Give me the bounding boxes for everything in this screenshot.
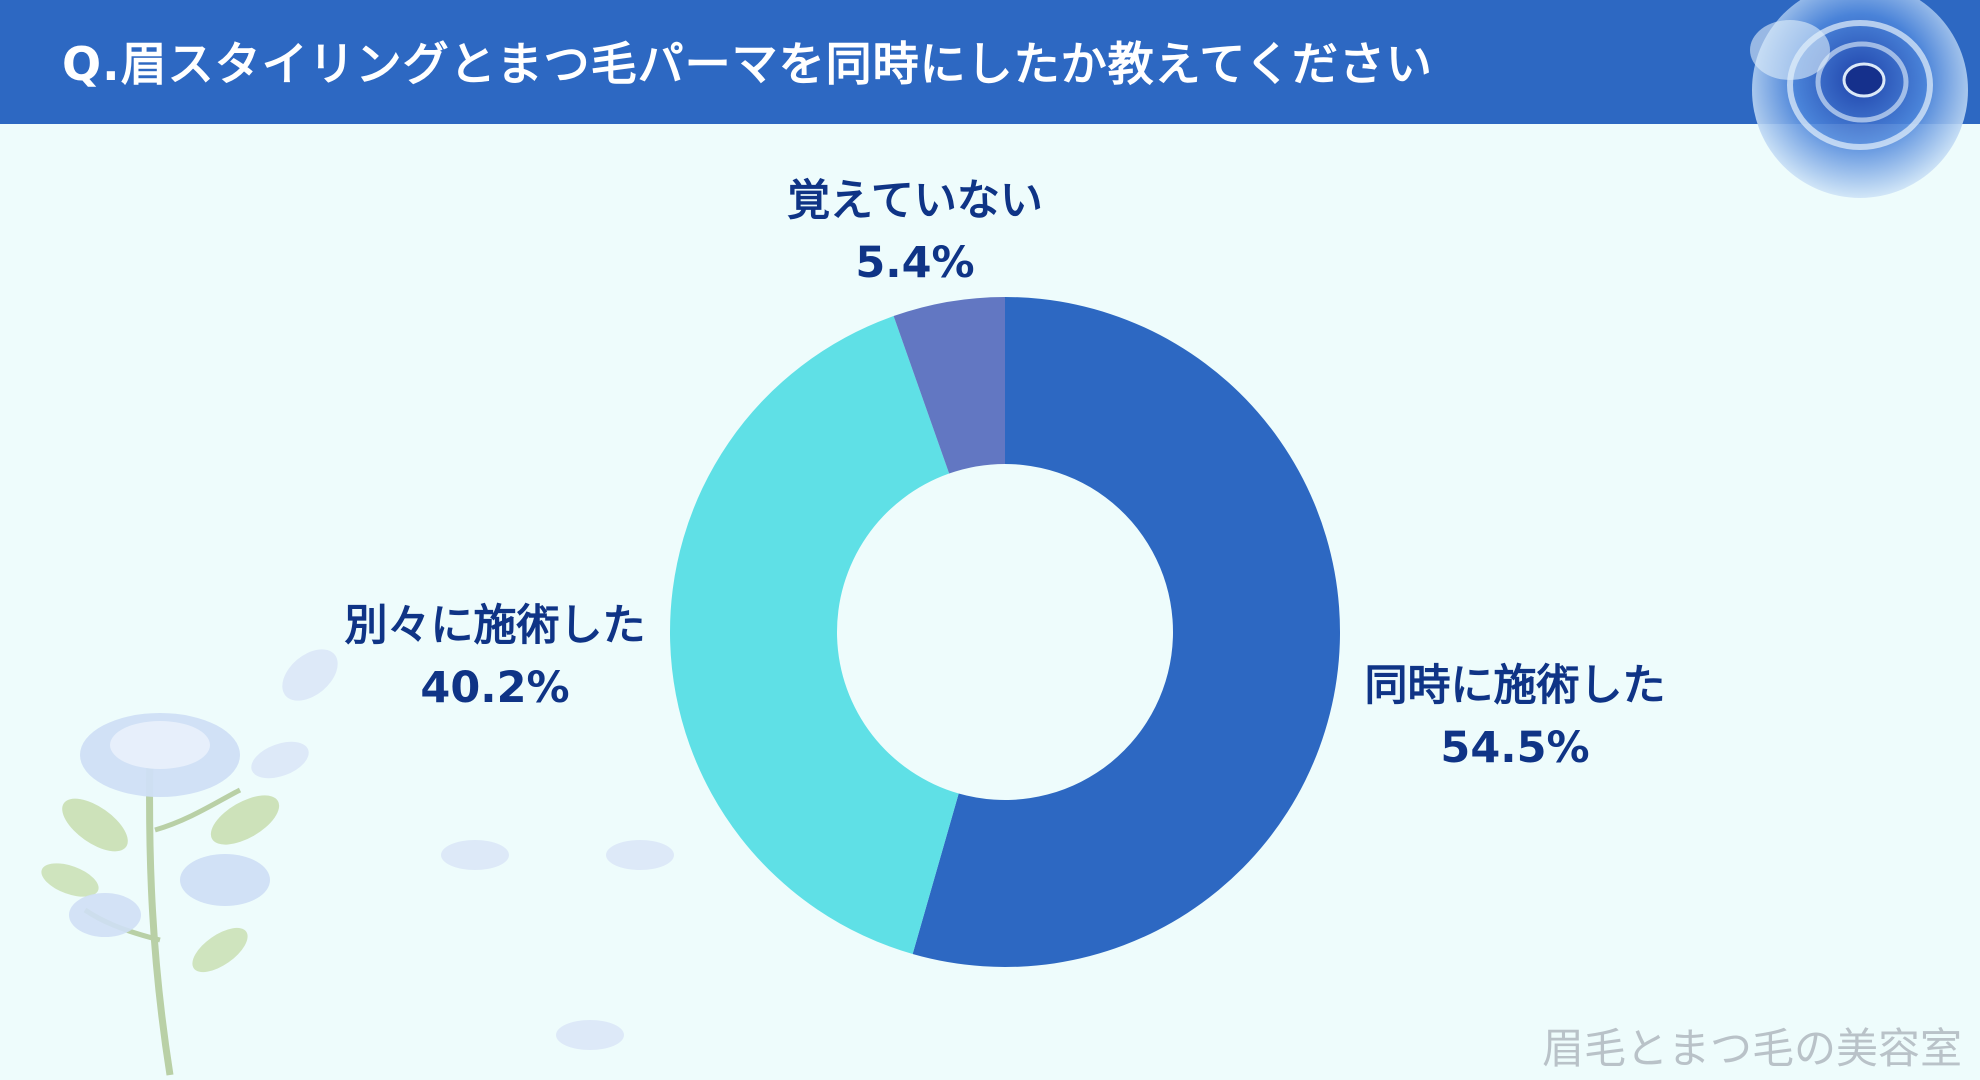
slice-category-label: 覚えていない	[787, 176, 1043, 226]
watermark: 眉毛とまつ毛の美容室	[1541, 1024, 1962, 1073]
header-bar: Q.眉スタイリングとまつ毛パーマを同時にしたか教えてください	[0, 0, 1980, 124]
slice-label-simultaneous: 同時に施術した 54.5%	[1280, 655, 1750, 779]
slice-value-label: 5.4%	[855, 238, 975, 288]
slice-label-separate: 別々に施術した 40.2%	[260, 595, 730, 719]
slice-dont-remember	[893, 297, 1005, 474]
page-title: Q.眉スタイリングとまつ毛パーマを同時にしたか教えてください	[62, 37, 1433, 91]
slice-category-label: 別々に施術した	[344, 601, 646, 651]
slice-simultaneous	[912, 297, 1340, 967]
slice-value-label: 40.2%	[420, 663, 570, 713]
slice-label-dont-remember: 覚えていない 5.4%	[700, 170, 1130, 294]
slice-category-label: 同時に施術した	[1364, 661, 1666, 711]
slice-value-label: 54.5%	[1440, 723, 1590, 773]
slice-separate	[669, 316, 959, 955]
